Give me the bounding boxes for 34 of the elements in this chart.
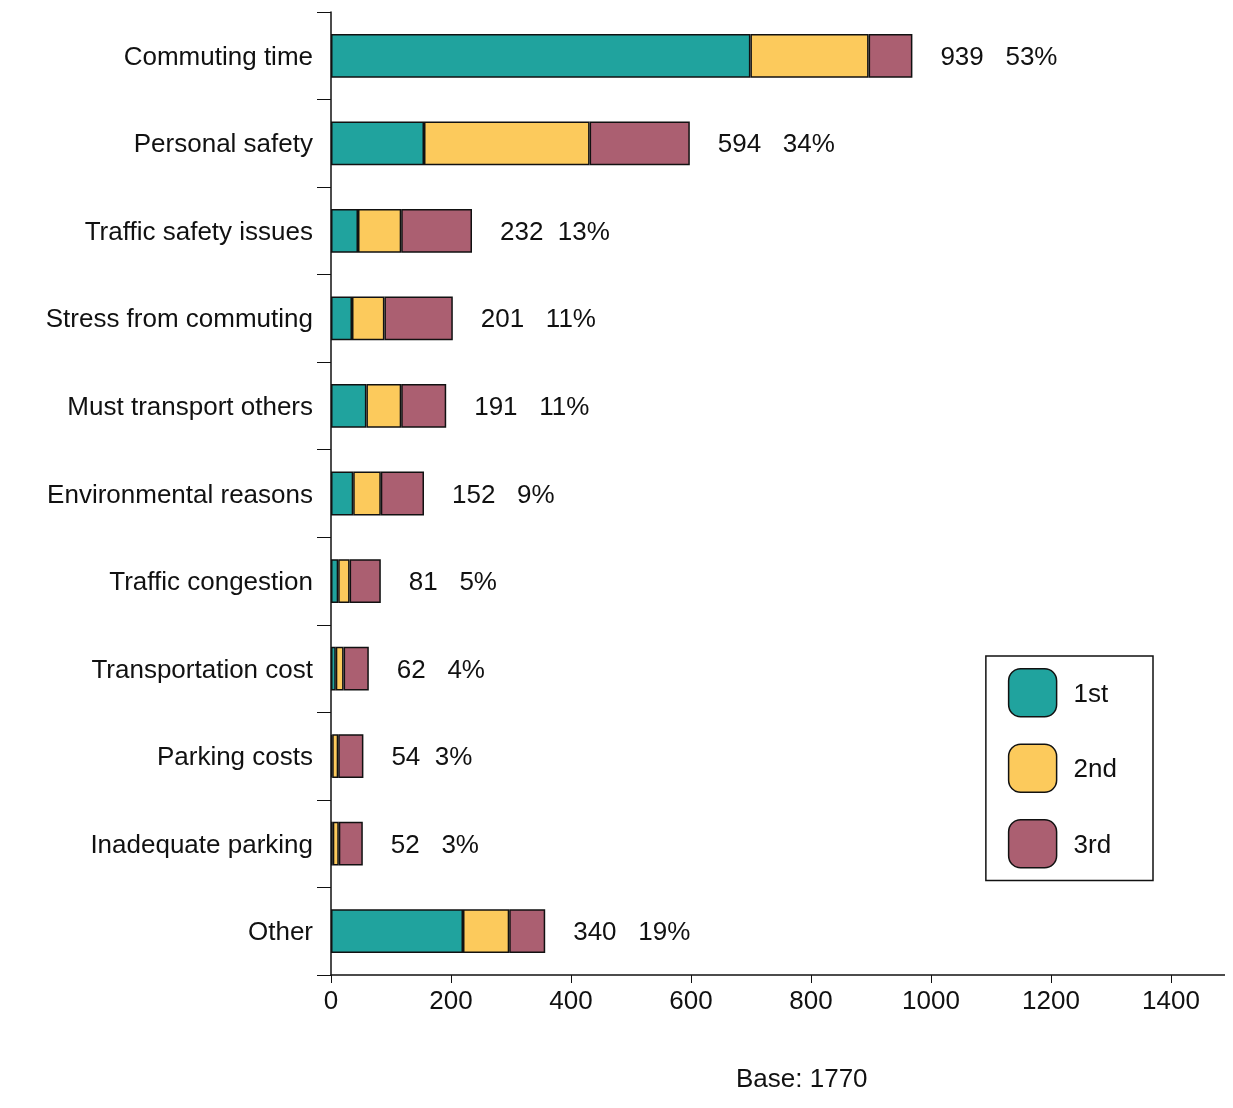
total-label: 191 11% bbox=[474, 390, 590, 421]
y-tick-label: Traffic congestion bbox=[109, 566, 313, 597]
x-tick-label: 1400 bbox=[1142, 985, 1200, 1015]
y-tick-label: Inadequate parking bbox=[90, 828, 313, 859]
total-label: 340 19% bbox=[573, 916, 691, 947]
y-tick-label: Environmental reasons bbox=[47, 478, 313, 509]
y-tick-label: Must transport others bbox=[67, 390, 313, 421]
total-label: 594 34% bbox=[717, 128, 835, 159]
x-tick-label: 800 bbox=[789, 985, 833, 1015]
total-label: 62 4% bbox=[396, 653, 485, 684]
total-label: 232 13% bbox=[500, 215, 610, 246]
total-label: 201 11% bbox=[480, 303, 596, 334]
y-tick-label: Other bbox=[247, 916, 314, 947]
total-label: 52 3% bbox=[390, 828, 479, 859]
y-tick-label: Personal safety bbox=[133, 128, 313, 159]
y-tick-label: Transportation cost bbox=[91, 653, 314, 684]
x-tick-label: 1200 bbox=[1022, 985, 1080, 1015]
x-tick-label: 0 bbox=[323, 985, 339, 1015]
legend-label: 3rd bbox=[1073, 828, 1112, 859]
x-tick-label: 200 bbox=[429, 985, 473, 1015]
total-label: 939 53% bbox=[940, 40, 1058, 71]
total-label: 54 3% bbox=[391, 741, 473, 772]
x-tick-label: 400 bbox=[549, 985, 593, 1015]
legend-label: 1st bbox=[1073, 677, 1110, 708]
y-tick-label: Stress from commuting bbox=[45, 303, 313, 334]
y-tick-label: Traffic safety issues bbox=[84, 215, 313, 246]
legend-label: 2nd bbox=[1073, 753, 1118, 784]
text: Base: 1770 bbox=[736, 1063, 868, 1093]
total-label: 81 5% bbox=[408, 566, 497, 597]
x-tick-label: 1000 bbox=[902, 985, 960, 1015]
x-tick-label: 600 bbox=[669, 985, 713, 1015]
total-label: 152 9% bbox=[452, 478, 555, 509]
y-tick-label: Parking costs bbox=[156, 741, 313, 772]
y-tick-label: Commuting time bbox=[123, 40, 313, 71]
